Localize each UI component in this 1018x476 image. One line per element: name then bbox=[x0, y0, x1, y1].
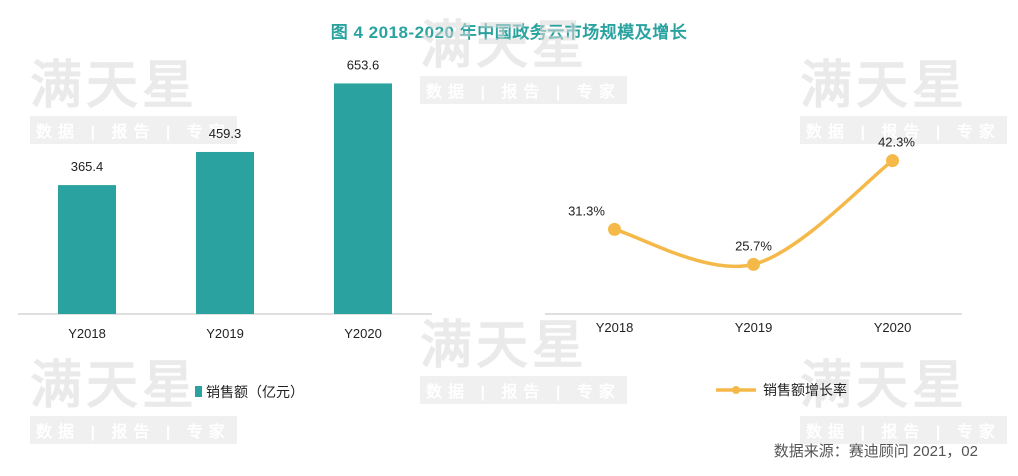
source-note: 数据来源：赛迪顾问 2021，02 bbox=[773, 443, 978, 460]
bar-value-label: 653.6 bbox=[347, 57, 380, 72]
line-legend-swatch-dot bbox=[732, 386, 740, 394]
line-x-tick-label: Y2020 bbox=[874, 320, 912, 335]
bar-Y2018 bbox=[58, 185, 116, 314]
line-value-label: 25.7% bbox=[735, 238, 772, 253]
line-point-Y2018 bbox=[608, 222, 621, 236]
line-point-Y2020 bbox=[886, 154, 899, 168]
bar-x-tick-label: Y2020 bbox=[344, 326, 382, 341]
line-value-label: 42.3% bbox=[878, 135, 915, 150]
bar-x-tick-label: Y2018 bbox=[68, 326, 106, 341]
bar-legend-label: 销售额（亿元） bbox=[206, 384, 304, 400]
line-x-tick-label: Y2019 bbox=[735, 320, 773, 335]
line-legend-label: 销售额增长率 bbox=[763, 382, 847, 398]
line-value-label: 31.3% bbox=[568, 203, 605, 218]
chart-title: 图 4 2018-2020 年中国政务云市场规模及增长 bbox=[330, 23, 688, 42]
bar-legend-swatch bbox=[195, 386, 202, 397]
bar-value-label: 365.4 bbox=[71, 159, 104, 174]
bar-Y2020 bbox=[334, 83, 392, 315]
bar-x-tick-label: Y2019 bbox=[206, 326, 244, 341]
line-x-tick-label: Y2018 bbox=[596, 320, 634, 335]
line-point-Y2019 bbox=[747, 257, 760, 271]
bar-Y2019 bbox=[196, 151, 254, 314]
bar-value-label: 459.3 bbox=[209, 126, 242, 141]
